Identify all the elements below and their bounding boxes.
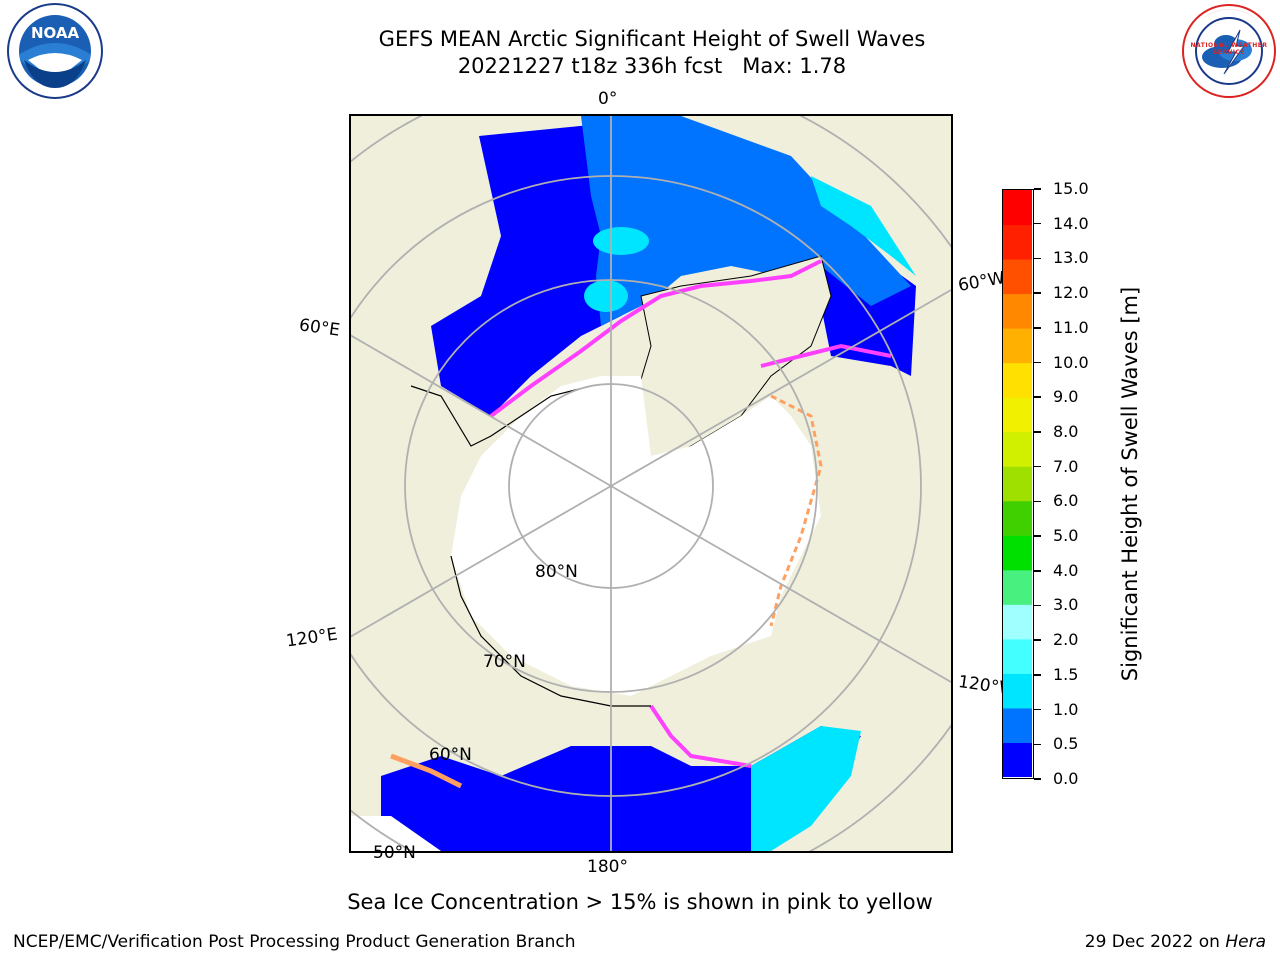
colorbar-label: Significant Height of Swell Waves [m]: [1118, 286, 1142, 682]
colorbar-tick-mark: [1034, 465, 1041, 468]
colorbar-tick-mark: [1034, 535, 1041, 537]
nws-logo: NATIONAL WEATHER SERVICE: [1180, 2, 1278, 100]
colorbar: [1002, 189, 1034, 779]
colorbar-tick-label: 7.0: [1053, 456, 1079, 476]
colorbar-swatch: [1003, 638, 1032, 674]
colorbar-tick-mark: [1034, 778, 1041, 780]
meridian-label-0: 0°: [598, 89, 618, 109]
colorbar-swatches: [1003, 190, 1032, 778]
colorbar-swatch: [1003, 673, 1032, 709]
colorbar-swatch: [1003, 190, 1032, 226]
colorbar-tick-label: 15.0: [1053, 179, 1089, 198]
chart-subtitle: 20221227 t18z 336h fcst Max: 1.78: [457, 54, 847, 78]
colorbar-tick-label: 3.0: [1053, 595, 1079, 615]
colorbar-tick-mark: [1034, 361, 1041, 364]
colorbar-swatch: [1003, 500, 1032, 536]
colorbar-swatch: [1003, 604, 1032, 640]
colorbar-tick-mark: [1034, 708, 1041, 711]
colorbar-swatch: [1003, 362, 1032, 398]
colorbar-tick-label: 8.0: [1053, 421, 1079, 441]
colorbar-tick-label: 6.0: [1053, 491, 1079, 511]
nws-logo-text: NATIONAL WEATHER SERVICE: [1190, 42, 1268, 56]
colorbar-tick-mark: [1034, 743, 1041, 746]
colorbar-tick-mark: [1034, 431, 1041, 433]
chart-title: GEFS MEAN Arctic Significant Height of S…: [378, 27, 926, 51]
colorbar-tick-label: 9.0: [1053, 387, 1079, 407]
colorbar-tick-label: 0.0: [1053, 769, 1079, 788]
colorbar-tick-label: 1.5: [1053, 664, 1079, 684]
colorbar-tick-label: 2.0: [1053, 630, 1079, 650]
footer-date: 29 Dec 2022 on Hera: [1085, 932, 1266, 952]
colorbar-swatch: [1003, 431, 1032, 467]
colorbar-tick-mark: [1034, 570, 1041, 572]
colorbar-swatch: [1003, 259, 1032, 295]
ice-edge-archipelago: [769, 394, 823, 627]
map-panel[interactable]: [349, 114, 953, 853]
parallel-label-80n: 80°N: [535, 562, 578, 582]
colorbar-tick-mark: [1034, 396, 1041, 398]
grid-meridians: [351, 116, 951, 851]
ocean-swell-patch: [593, 227, 649, 255]
colorbar-tick-mark: [1034, 257, 1041, 260]
meridian-label-180: 180°: [587, 857, 628, 877]
colorbar-tick-label: 1.0: [1053, 699, 1079, 719]
colorbar-tick-label: 13.0: [1053, 248, 1089, 268]
parallel-label-60n: 60°N: [429, 745, 472, 765]
colorbar-swatch: [1003, 328, 1032, 364]
meridian-label-60w: 60°W: [956, 268, 1007, 296]
colorbar-tick-mark: [1034, 639, 1041, 641]
colorbar-tick-label: 12.0: [1053, 283, 1089, 303]
colorbar-swatch: [1003, 535, 1032, 571]
ocean-atlantic-mid: [581, 116, 911, 326]
ice-edge-labrador: [760, 343, 892, 368]
colorbar-swatch: [1003, 397, 1032, 433]
noaa-logo: NOAA: [6, 2, 104, 100]
colorbar-swatch: [1003, 224, 1032, 260]
parallel-label-50n: 50°N: [373, 843, 416, 863]
noaa-logo-text: NOAA: [30, 24, 80, 42]
meridian-label-120e: 120°E: [284, 624, 339, 652]
ice-edge-bering: [649, 704, 752, 768]
colorbar-tick-mark: [1034, 674, 1041, 676]
footer-date-text: 29 Dec 2022 on: [1084, 932, 1226, 952]
colorbar-tick-label: 4.0: [1053, 560, 1079, 580]
colorbar-tick-label: 5.0: [1053, 526, 1079, 546]
ocean-pacific-high: [751, 726, 861, 851]
sea-ice: [451, 376, 821, 696]
footer-org: NCEP/EMC/Verification Post Processing Pr…: [13, 932, 576, 952]
ice-edge-atlantic: [489, 259, 822, 418]
colorbar-tick-label: 10.0: [1053, 352, 1089, 372]
colorbar-swatch: [1003, 569, 1032, 605]
colorbar-swatch: [1003, 293, 1032, 329]
colorbar-tick-label: 14.0: [1053, 213, 1089, 233]
sea-ice-note: Sea Ice Concentration > 15% is shown in …: [347, 890, 933, 914]
meridian-label-60e: 60°E: [297, 315, 342, 341]
ocean-swell-patch-2: [584, 280, 628, 312]
colorbar-swatch: [1003, 466, 1032, 502]
ocean-atlantic-high: [811, 176, 916, 276]
colorbar-tick-mark: [1034, 604, 1041, 607]
colorbar-tick-mark: [1034, 222, 1041, 225]
colorbar-tick-label: 11.0: [1053, 317, 1089, 337]
ice-edge-okhotsk: [390, 753, 463, 789]
footer-host: Hera: [1225, 932, 1266, 952]
colorbar-tick-label: 0.5: [1053, 734, 1079, 754]
colorbar-tick-mark: [1034, 188, 1041, 190]
polar-map: [351, 116, 951, 851]
colorbar-tick-mark: [1034, 500, 1041, 503]
ocean-pacific-low: [381, 726, 861, 851]
colorbar-swatch: [1003, 742, 1032, 778]
colorbar-swatch: [1003, 707, 1032, 743]
parallel-label-70n: 70°N: [483, 652, 526, 672]
ocean-pacific-white: [351, 816, 441, 851]
colorbar-tick-mark: [1034, 292, 1041, 294]
colorbar-tick-mark: [1034, 327, 1041, 329]
